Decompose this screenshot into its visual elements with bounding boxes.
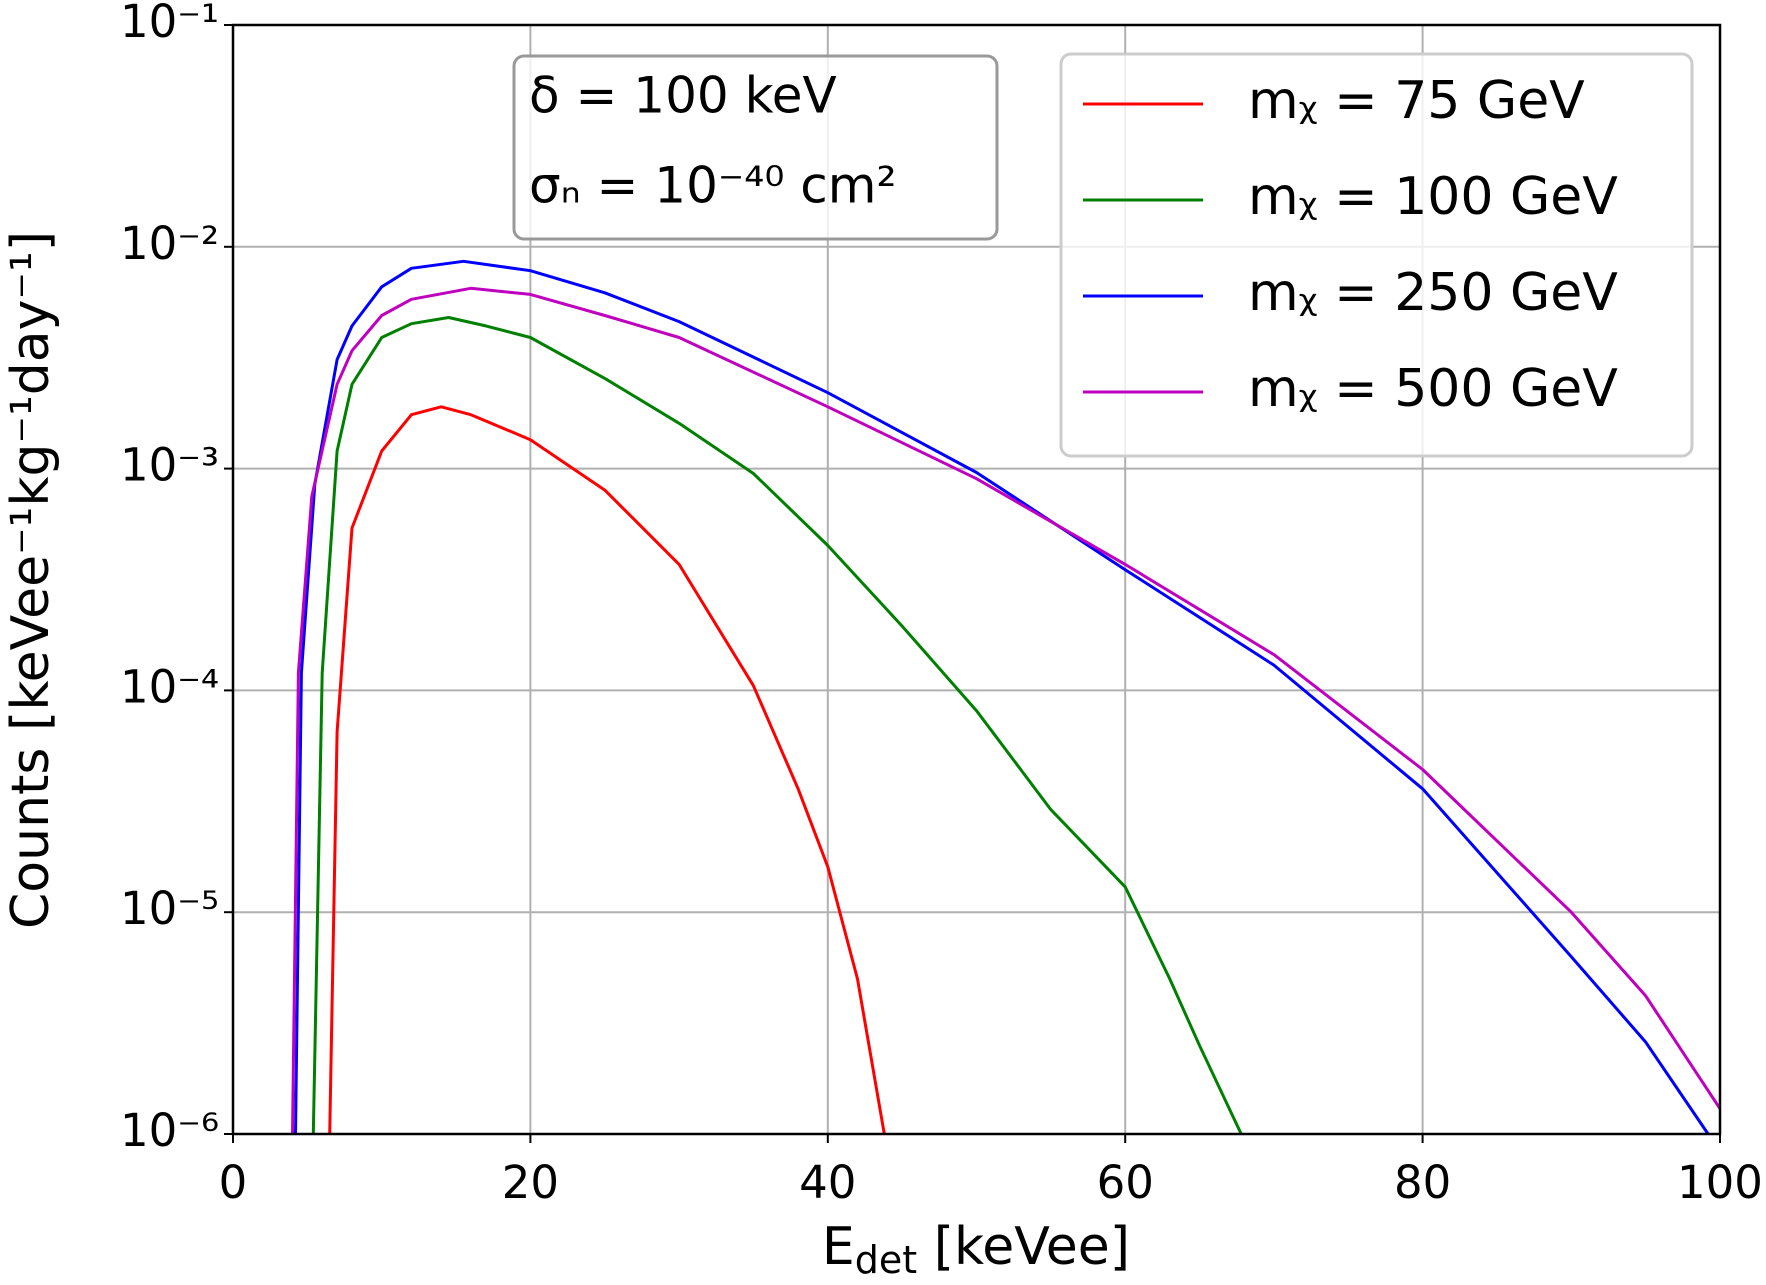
plot-frame <box>231 23 1722 1136</box>
annotation: δ = 100 keV <box>529 67 837 125</box>
x-tick-label: 40 <box>799 1156 856 1209</box>
series-line <box>311 316 1243 1135</box>
x-tick-label: 100 <box>1677 1156 1763 1209</box>
x-tick-label: 20 <box>502 1156 559 1209</box>
y-tick-label: 10⁻⁴ <box>120 660 219 713</box>
series-line <box>294 259 1710 1135</box>
annotation-box <box>512 54 999 241</box>
series-line <box>291 286 1722 1135</box>
series-line <box>328 405 886 1135</box>
x-label-sub: det <box>855 1238 917 1282</box>
y-tick-label: 10⁻⁶ <box>120 1104 219 1157</box>
x-label-main: E <box>822 1217 855 1277</box>
x-label-unit: [keVee] <box>917 1217 1130 1277</box>
legend-label: mᵪ = 100 GeV <box>1248 167 1618 227</box>
y-tick-label: 10⁻³ <box>120 439 219 492</box>
legend-box <box>1059 52 1694 458</box>
x-tick-label: 60 <box>1097 1156 1154 1209</box>
x-tick-label: 0 <box>219 1156 248 1209</box>
legend-label: mᵪ = 75 GeV <box>1248 71 1585 131</box>
legend-label: mᵪ = 500 GeV <box>1248 359 1618 419</box>
x-tick-label: 80 <box>1394 1156 1451 1209</box>
legend-label: mᵪ = 250 GeV <box>1248 263 1618 323</box>
y-axis-label: Counts [keVee⁻¹kg⁻¹day⁻¹] <box>1 231 61 929</box>
y-tick-label: 10⁻⁵ <box>120 882 219 935</box>
y-tick-label: 10⁻² <box>120 217 219 270</box>
y-tick-label: 10⁻¹ <box>120 0 219 48</box>
annotation: σₙ = 10⁻⁴⁰ cm² <box>529 157 897 215</box>
x-axis-label: Edet [keVee] <box>822 1217 1130 1282</box>
